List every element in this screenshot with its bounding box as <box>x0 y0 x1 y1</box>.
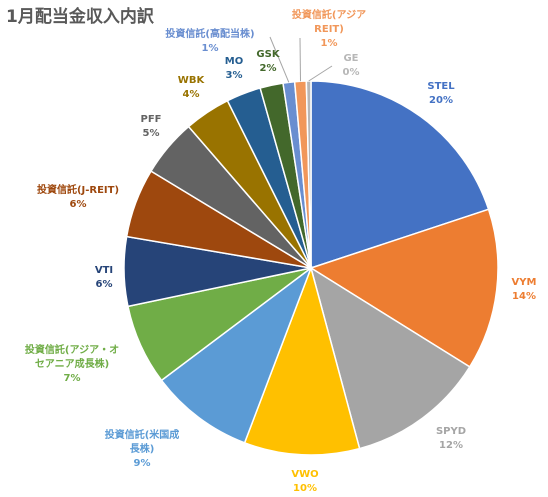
slice-label-wbk-9: WBK 4% <box>178 75 206 100</box>
slice-label-gsk-11: GSK 2% <box>256 49 280 74</box>
slice-label-stel-0: STEL 20% <box>427 81 455 106</box>
slice-label-item-4: 投資信託(米国成長株) 9% <box>105 428 180 469</box>
leader-line-13 <box>299 37 301 82</box>
pie-slice-1 <box>309 208 499 368</box>
pie-slice-14 <box>305 80 312 269</box>
slice-label-reit-13: 投資信託(アジア REIT) 1% <box>292 8 366 49</box>
pie-slice-4 <box>160 265 313 444</box>
slice-label-item-12: 投資信託(高配当株) 1% <box>165 27 254 54</box>
slice-label-pff-8: PFF 5% <box>141 114 162 139</box>
slice-label-vym-1: VYM 14% <box>512 277 537 302</box>
slice-label-vwo-3: VWO 10% <box>291 469 318 494</box>
slice-label-item-5: 投資信託(アジア・オセアニア成長株) 7% <box>25 343 119 384</box>
chart-title: 1月配当金収入内訳 <box>6 7 154 27</box>
pie-slice-0 <box>310 80 490 270</box>
pie-slice-2 <box>309 266 471 450</box>
slice-label-spyd-2: SPYD 12% <box>436 426 466 451</box>
slice-label-ge-14: GE 0% <box>343 53 360 78</box>
leader-line-12 <box>269 36 290 83</box>
pie-slice-3 <box>243 265 361 456</box>
slice-label-mo-10: MO 3% <box>225 56 243 81</box>
leader-line-14 <box>308 65 333 82</box>
slice-label-vti-6: VTI 6% <box>95 265 113 290</box>
slice-label-j-reit-7: 投資信託(J-REIT) 6% <box>37 183 119 210</box>
